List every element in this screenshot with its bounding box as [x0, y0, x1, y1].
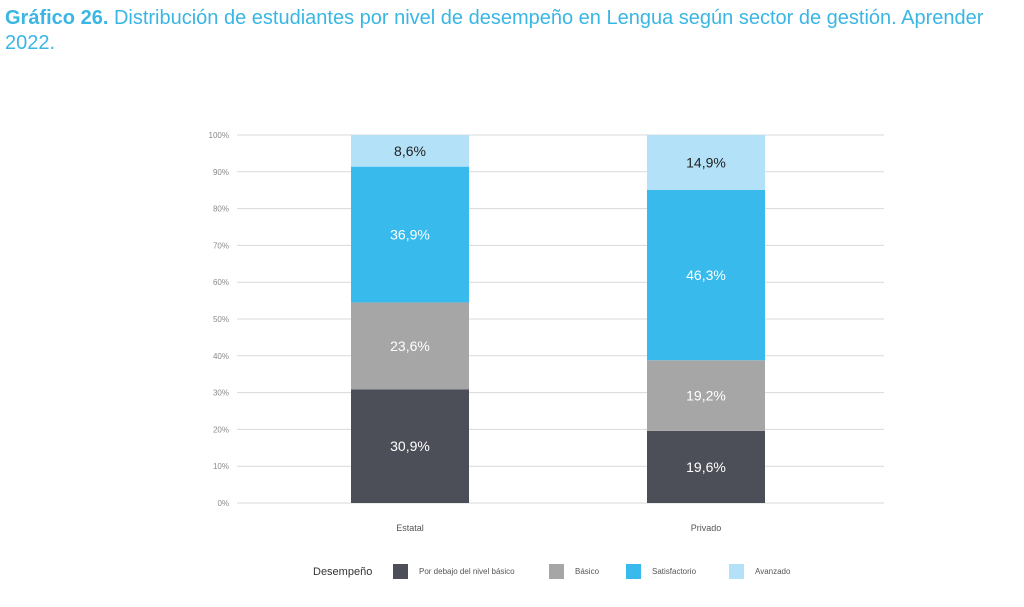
- bar-segment: [351, 389, 469, 503]
- legend-title: Desempeño: [313, 566, 372, 578]
- y-tick-label: 70%: [213, 241, 229, 250]
- bar-segment: [351, 135, 469, 167]
- chart-number: Gráfico 26.: [5, 7, 109, 29]
- legend-swatch: [549, 564, 564, 579]
- bar-segment: [351, 166, 469, 303]
- y-tick-label: 90%: [213, 168, 229, 177]
- bar-segment: [647, 135, 765, 190]
- legend-swatch: [729, 564, 744, 579]
- data-label: 36,9%: [390, 227, 430, 243]
- y-tick-label: 60%: [213, 278, 229, 287]
- legend-label: Por debajo del nivel básico: [419, 567, 515, 576]
- data-label: 14,9%: [686, 154, 726, 170]
- y-tick-label: 40%: [213, 352, 229, 361]
- data-label: 46,3%: [686, 267, 726, 283]
- data-label: 23,6%: [390, 338, 430, 354]
- bar-segment: [647, 189, 765, 361]
- bar-segment: [647, 360, 765, 431]
- data-label: 19,2%: [686, 388, 726, 404]
- bar-segment: [647, 430, 765, 503]
- data-label: 8,6%: [394, 143, 426, 159]
- y-tick-label: 0%: [217, 499, 229, 508]
- x-category-label: Estatal: [396, 523, 424, 533]
- chart-title-text: Distribución de estudiantes por nivel de…: [5, 7, 984, 54]
- bar-segment: [351, 302, 469, 390]
- x-category-label: Privado: [691, 523, 722, 533]
- y-tick-label: 100%: [209, 131, 229, 140]
- y-tick-label: 80%: [213, 205, 229, 214]
- data-label: 19,6%: [686, 459, 726, 475]
- chart-title: Gráfico 26. Distribución de estudiantes …: [5, 6, 1020, 56]
- y-tick-label: 20%: [213, 425, 229, 434]
- legend-swatch: [626, 564, 641, 579]
- y-tick-label: 10%: [213, 462, 229, 471]
- y-tick-label: 30%: [213, 389, 229, 398]
- legend-label: Avanzado: [755, 567, 791, 576]
- legend-label: Satisfactorio: [652, 567, 697, 576]
- y-tick-label: 50%: [213, 315, 229, 324]
- legend-label: Básico: [575, 567, 600, 576]
- data-label: 30,9%: [390, 438, 430, 454]
- legend-swatch: [393, 564, 408, 579]
